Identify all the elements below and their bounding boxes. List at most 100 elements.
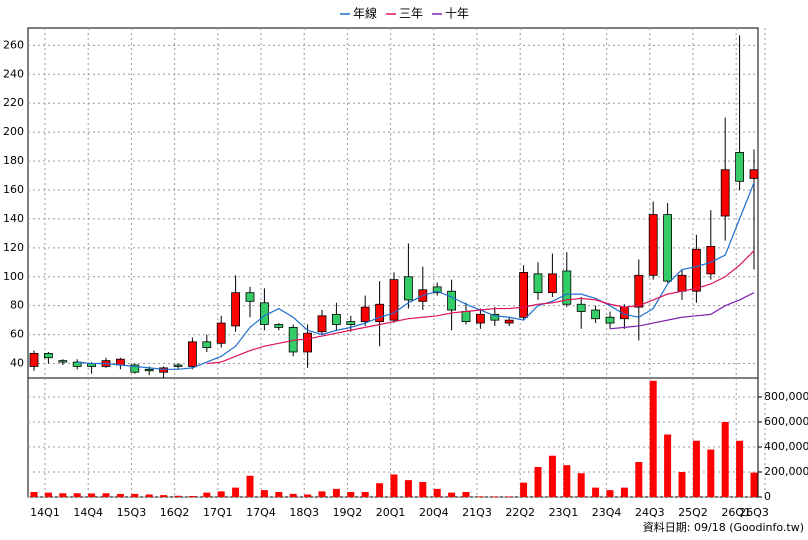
- candle-body: [303, 332, 313, 353]
- volume-bar: [347, 492, 355, 497]
- candle-body: [144, 368, 154, 372]
- y2-tick-label: 400,000: [764, 440, 808, 453]
- x-tick-label: 19Q2: [333, 506, 363, 519]
- y-tick-label: 100: [3, 270, 24, 283]
- volume-bar: [188, 496, 196, 497]
- x-tick-label: 23Q4: [592, 506, 622, 519]
- candle-body: [44, 353, 53, 359]
- candle-body: [692, 248, 701, 292]
- candle-body: [605, 316, 615, 324]
- volume-bar: [620, 487, 628, 497]
- volume-bar: [664, 434, 672, 497]
- volume-bar: [246, 475, 254, 497]
- y-tick-label: 180: [3, 154, 24, 167]
- candle-body: [591, 309, 600, 320]
- candle-body: [475, 313, 485, 324]
- volume-bar: [131, 493, 139, 497]
- y2-tick-label: 0: [764, 490, 771, 503]
- y-tick-label: 140: [3, 212, 24, 225]
- y2-tick-label: 800,000: [764, 390, 808, 403]
- volume-bar: [44, 492, 52, 497]
- volume-bar: [30, 492, 38, 497]
- candle-body: [331, 313, 341, 325]
- y-tick-label: 120: [3, 241, 24, 254]
- x-tick-label: 20Q1: [376, 506, 406, 519]
- volume-bar: [606, 490, 614, 497]
- volume-bar: [203, 492, 211, 497]
- candle-body: [259, 302, 269, 325]
- candle-body: [663, 214, 672, 282]
- volume-bar: [692, 440, 700, 497]
- candle-body: [749, 169, 759, 179]
- y-tick-label: 260: [3, 38, 24, 51]
- volume-bar: [491, 496, 499, 497]
- candle-body: [317, 315, 327, 333]
- x-tick-label: 25Q2: [678, 506, 708, 519]
- volume-bar: [232, 487, 240, 497]
- x-tick-label: 23Q1: [549, 506, 579, 519]
- volume-bar: [736, 440, 744, 497]
- legend-label: 三年: [399, 7, 423, 21]
- volume-bar: [476, 496, 484, 497]
- candle-body: [216, 322, 226, 344]
- volume-bar: [145, 494, 153, 497]
- volume-bar: [304, 494, 312, 497]
- candle-body: [375, 303, 385, 322]
- candle-body: [677, 274, 687, 292]
- volume-bar: [635, 462, 643, 497]
- y-tick-label: 40: [10, 357, 24, 370]
- candle-body: [130, 364, 140, 373]
- source-note: 資料日期: 09/18 (Goodinfo.tw): [643, 520, 804, 534]
- y2-tick-label: 200,000: [764, 465, 808, 478]
- volume-bar: [361, 492, 369, 497]
- y-tick-label: 160: [3, 183, 24, 196]
- candle-body: [576, 303, 586, 312]
- volume-bar: [563, 465, 571, 497]
- candle-body: [490, 313, 500, 321]
- volume-bar: [59, 493, 67, 497]
- volume-bar: [534, 467, 542, 497]
- candle-body: [432, 286, 442, 294]
- x-tick-label: 15Q3: [117, 506, 147, 519]
- volume-bar: [332, 488, 340, 497]
- legend-label: 十年: [445, 7, 469, 21]
- legend-label: 年線: [353, 6, 377, 21]
- volume-bar: [419, 482, 427, 497]
- volume-bar: [88, 493, 96, 497]
- volume-bar: [318, 491, 326, 497]
- volume-bar: [520, 482, 528, 497]
- y-tick-label: 220: [3, 96, 24, 109]
- candle-body: [634, 274, 644, 308]
- volume-bar: [448, 492, 456, 497]
- ma-line: [206, 250, 755, 365]
- candle-body: [504, 319, 514, 324]
- candle-body: [58, 360, 68, 363]
- candle-body: [519, 272, 528, 318]
- x-tick-label: 17Q1: [203, 506, 233, 519]
- candle-body: [346, 321, 356, 325]
- candle-body: [274, 324, 284, 328]
- candle-body: [562, 270, 572, 305]
- candle-body: [187, 341, 197, 367]
- volume-bar: [260, 490, 268, 497]
- x-tick-label: 26Q3: [739, 506, 769, 519]
- y2-tick-label: 600,000: [764, 415, 808, 428]
- volume-bar: [275, 492, 283, 497]
- y-tick-label: 60: [10, 328, 24, 341]
- candle-body: [29, 353, 39, 367]
- candle-body: [533, 273, 543, 294]
- candle-body: [735, 151, 744, 182]
- candle-body: [360, 306, 370, 322]
- ma-line: [609, 292, 755, 330]
- candle-body: [202, 341, 212, 349]
- volume-bar: [750, 472, 758, 497]
- y-tick-label: 80: [10, 299, 24, 312]
- volume-bar: [376, 483, 384, 497]
- candle-body: [173, 364, 183, 367]
- volume-bar: [102, 493, 110, 497]
- volume-bar: [73, 493, 81, 497]
- y-tick-label: 240: [3, 67, 24, 80]
- x-tick-label: 22Q2: [505, 506, 535, 519]
- volume-bar: [160, 495, 168, 497]
- volume-bar: [390, 474, 398, 497]
